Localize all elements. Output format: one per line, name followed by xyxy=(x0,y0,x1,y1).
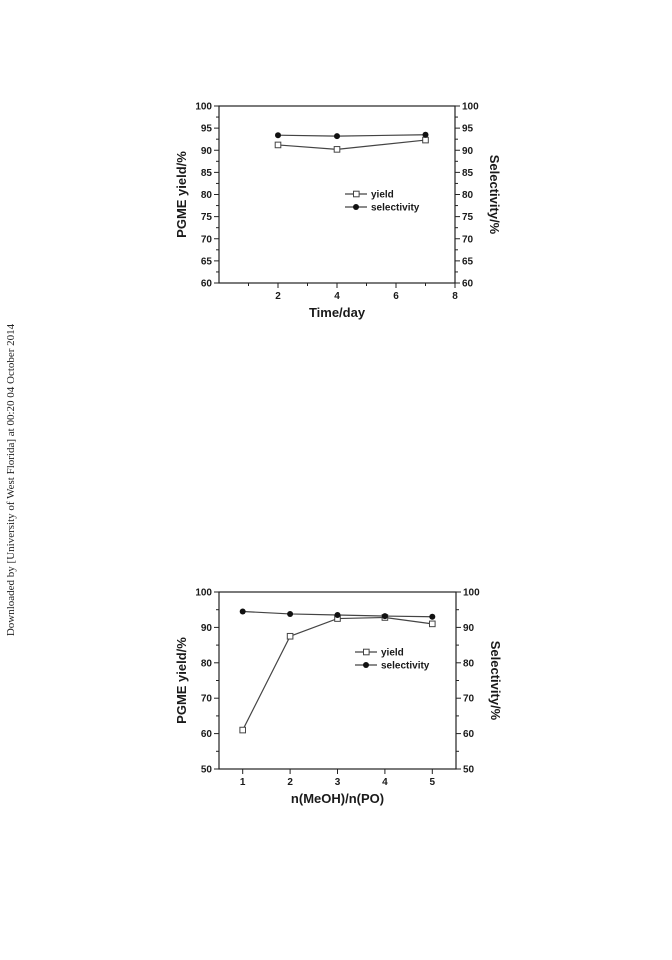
series-line-yield xyxy=(277,139,426,150)
y-tick-label-right: 100 xyxy=(463,588,480,599)
x-tick-label: 4 xyxy=(382,777,388,788)
y-tick-label-right: 75 xyxy=(462,212,474,223)
point-selectivity xyxy=(429,613,436,620)
legend-label-yield: yield xyxy=(381,648,404,659)
point-selectivity xyxy=(334,612,341,619)
x-tick-label: 3 xyxy=(335,777,341,788)
series-line-selectivity xyxy=(277,134,426,137)
series-line-yield xyxy=(242,616,433,731)
y-tick-label-left: 85 xyxy=(201,168,213,179)
x-tick-label: 5 xyxy=(430,777,436,788)
y-tick-label-left: 80 xyxy=(201,658,213,669)
point-selectivity xyxy=(287,610,294,617)
legend-label-selectivity: selectivity xyxy=(371,203,420,214)
chart-ratio: 50 50 60 60 70 70 80 80 90 90 100 100 1 2 3 4 5 n(MeOH)/n… xyxy=(174,588,503,807)
y-tick-label-right: 65 xyxy=(462,256,474,267)
point-selectivity xyxy=(239,608,246,615)
y-tick-label-right: 80 xyxy=(462,190,474,201)
x-tick-label: 4 xyxy=(334,291,340,302)
y-axis-label-right: Selectivity/% xyxy=(487,155,502,235)
plot-frame xyxy=(218,105,456,284)
watermark-text: Downloaded by [University of West Florid… xyxy=(5,323,17,636)
x-tick-label: 2 xyxy=(287,777,293,788)
y-axis-label-left: PGME yield/% xyxy=(174,637,189,724)
y-tick-label-right: 95 xyxy=(462,124,474,135)
point-yield xyxy=(429,620,436,628)
point-selectivity xyxy=(422,131,429,138)
point-yield xyxy=(286,632,294,640)
legend-label-yield: yield xyxy=(371,190,394,201)
point-yield xyxy=(422,136,429,144)
y-tick-label-left: 100 xyxy=(195,102,212,113)
point-selectivity xyxy=(334,133,340,140)
y-tick-label-left: 60 xyxy=(201,729,213,740)
y-tick-label-right: 60 xyxy=(462,279,474,290)
y-tick-label-right: 90 xyxy=(463,623,475,634)
y-tick-label-left: 90 xyxy=(201,623,213,634)
legend-marker-yield xyxy=(363,648,370,656)
y-axis-label-right: Selectivity/% xyxy=(488,641,503,721)
point-selectivity xyxy=(275,132,281,139)
legend-marker-yield xyxy=(353,190,360,198)
watermark: Downloaded by [University of West Florid… xyxy=(5,323,17,636)
y-tick-label-right: 70 xyxy=(463,694,475,705)
y-tick-label-right: 70 xyxy=(462,234,474,245)
y-tick-label-right: 85 xyxy=(462,168,474,179)
y-tick-label-left: 70 xyxy=(201,694,213,705)
point-selectivity xyxy=(381,613,388,620)
point-yield xyxy=(333,146,341,153)
y-tick-label-left: 75 xyxy=(201,212,213,223)
legend-marker-selectivity xyxy=(353,204,359,210)
legend-marker-selectivity xyxy=(363,662,369,668)
y-tick-label-right: 50 xyxy=(463,765,475,776)
point-yield xyxy=(239,726,246,734)
y-tick-label-left: 95 xyxy=(201,124,213,135)
x-tick-label: 6 xyxy=(393,291,399,302)
y-tick-label-right: 100 xyxy=(462,102,479,113)
y-axis-label-left: PGME yield/% xyxy=(174,151,189,238)
y-tick-label-left: 65 xyxy=(201,256,213,267)
x-axis-label: n(MeOH)/n(PO) xyxy=(291,791,384,806)
x-tick-label: 2 xyxy=(275,291,281,302)
y-tick-label-left: 90 xyxy=(201,146,213,157)
y-tick-label-right: 80 xyxy=(463,658,475,669)
chart-time: 60 60 65 65 70 70 75 75 80 80 85 85 90 90 95 95 100 100 2 4… xyxy=(174,102,502,321)
y-tick-label-right: 90 xyxy=(462,146,474,157)
legend-label-selectivity: selectivity xyxy=(381,661,430,672)
point-yield xyxy=(274,141,282,149)
x-tick-label: 8 xyxy=(452,291,458,302)
y-tick-label-right: 60 xyxy=(463,729,475,740)
y-tick-label-left: 80 xyxy=(201,190,213,201)
y-tick-label-left: 50 xyxy=(201,765,213,776)
y-tick-label-left: 70 xyxy=(201,234,213,245)
x-axis-label: Time/day xyxy=(309,305,366,320)
y-tick-label-left: 60 xyxy=(201,279,213,290)
x-tick-label: 1 xyxy=(240,777,246,788)
y-tick-label-left: 100 xyxy=(195,588,212,599)
